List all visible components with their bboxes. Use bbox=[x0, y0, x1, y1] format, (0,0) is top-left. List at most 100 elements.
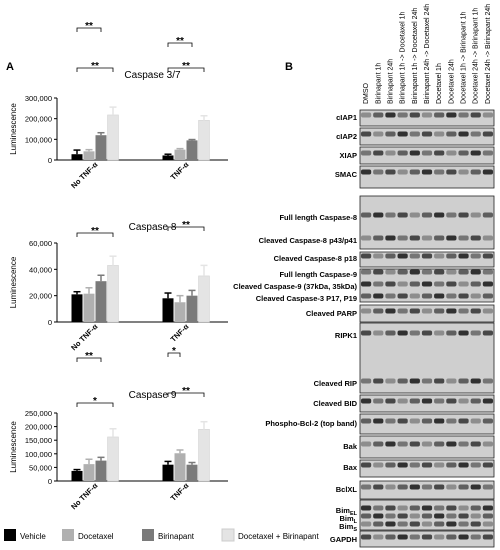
chart-title: Caspase 3/7 bbox=[124, 70, 181, 81]
blot-band bbox=[397, 462, 408, 468]
blot-band bbox=[434, 534, 445, 540]
blot-band bbox=[458, 150, 469, 156]
blot-band bbox=[482, 112, 494, 118]
blot-band bbox=[470, 212, 481, 218]
blot-row-label: Cleaved Caspase-3 P17, P19 bbox=[256, 294, 357, 303]
group-label: TNF-α bbox=[169, 322, 191, 344]
blot-band bbox=[385, 441, 396, 447]
blot-band bbox=[385, 235, 396, 241]
blot-band bbox=[421, 513, 433, 519]
blot-band bbox=[397, 293, 408, 299]
blot-band bbox=[482, 269, 494, 275]
blot-band bbox=[397, 330, 408, 336]
blot-row-label: RIPK1 bbox=[335, 331, 357, 340]
blot-row-label: Bak bbox=[343, 442, 358, 451]
bar bbox=[95, 135, 107, 160]
blot-band bbox=[373, 521, 384, 527]
blot-strip bbox=[359, 109, 495, 127]
blot-band bbox=[470, 131, 481, 137]
blot-band bbox=[470, 308, 481, 314]
blot-band bbox=[434, 112, 445, 118]
blot-band bbox=[458, 308, 469, 314]
blot-band bbox=[421, 378, 433, 384]
blot-row-label: Cleaved Caspase-9 (37kDa, 35kDa) bbox=[233, 282, 357, 291]
blot-band bbox=[470, 534, 481, 540]
blot-row-label: Cleaved Caspase-8 p43/p41 bbox=[259, 236, 357, 245]
blot-band bbox=[385, 398, 396, 404]
blot-band bbox=[409, 534, 420, 540]
blot-band bbox=[421, 330, 433, 336]
blot-band bbox=[360, 378, 372, 384]
bar bbox=[107, 114, 119, 161]
blot-band bbox=[446, 269, 457, 275]
significance-bracket bbox=[76, 67, 114, 72]
blot-band bbox=[397, 131, 408, 137]
blot-band bbox=[373, 484, 384, 490]
bar bbox=[198, 120, 210, 161]
blot-row-label: Full length Caspase-9 bbox=[279, 270, 357, 279]
blot-band bbox=[482, 378, 494, 384]
blot-band bbox=[360, 418, 372, 424]
blot-band bbox=[360, 253, 372, 259]
y-tick-label: 300,000 bbox=[25, 94, 52, 103]
blot-band bbox=[385, 513, 396, 519]
blot-band bbox=[360, 330, 372, 336]
blot-band bbox=[458, 269, 469, 275]
blot-band bbox=[446, 281, 457, 287]
blot-band bbox=[385, 281, 396, 287]
blot-band bbox=[373, 505, 384, 511]
blot-band bbox=[446, 521, 457, 527]
blot-band bbox=[421, 505, 433, 511]
blot-band bbox=[397, 281, 408, 287]
blot-band bbox=[458, 462, 469, 468]
blot-band bbox=[360, 293, 372, 299]
blot-band bbox=[409, 253, 420, 259]
blot-row-label: BimL bbox=[339, 514, 357, 525]
blot-band bbox=[470, 112, 481, 118]
blot-band bbox=[446, 212, 457, 218]
blot-band bbox=[458, 378, 469, 384]
group-label: No TNF-α bbox=[69, 322, 100, 353]
blot-band bbox=[373, 293, 384, 299]
blot-band bbox=[446, 253, 457, 259]
y-tick-label: 60,000 bbox=[29, 239, 52, 248]
blot-band bbox=[373, 169, 384, 175]
blot-band bbox=[421, 253, 433, 259]
blot-band bbox=[470, 398, 481, 404]
blot-band bbox=[385, 418, 396, 424]
blot-band bbox=[360, 235, 372, 241]
blot-band bbox=[434, 131, 445, 137]
blot-band bbox=[470, 441, 481, 447]
blot-band bbox=[458, 112, 469, 118]
blot-band bbox=[421, 462, 433, 468]
bar bbox=[198, 275, 210, 323]
blot-row-label: BimS bbox=[339, 522, 357, 533]
y-axis-label: Luminescence bbox=[9, 103, 18, 155]
y-tick-label: 50,000 bbox=[29, 463, 52, 472]
blot-band bbox=[409, 521, 420, 527]
significance-label: ** bbox=[91, 226, 99, 237]
blot-band bbox=[434, 293, 445, 299]
bar bbox=[174, 453, 186, 481]
blot-band bbox=[482, 534, 494, 540]
blot-band bbox=[373, 281, 384, 287]
lane-label: Birinapant 1h -> Docetaxel 24h bbox=[412, 8, 419, 104]
y-tick-label: 200,000 bbox=[25, 423, 52, 432]
bar bbox=[95, 460, 107, 481]
y-tick-label: 100,000 bbox=[25, 450, 52, 459]
bar-charts: Caspase 3/7 0 100,000 200,000 300,000 Lumines… bbox=[9, 21, 228, 511]
blot-row-label: Cleaved BID bbox=[313, 399, 357, 408]
blot-row-label: Full length Caspase-8 bbox=[279, 213, 357, 222]
blot-band bbox=[385, 484, 396, 490]
blot-band bbox=[421, 212, 433, 218]
blot-band bbox=[458, 534, 469, 540]
bar bbox=[107, 436, 119, 482]
blot-row-label: Cleaved Caspase-8 p18 bbox=[274, 254, 357, 263]
blot-band bbox=[434, 330, 445, 336]
blot-band bbox=[470, 150, 481, 156]
blot-band bbox=[373, 513, 384, 519]
blot-band bbox=[397, 169, 408, 175]
blot-band bbox=[409, 378, 420, 384]
blot-band bbox=[482, 330, 494, 336]
blot-band bbox=[421, 441, 433, 447]
